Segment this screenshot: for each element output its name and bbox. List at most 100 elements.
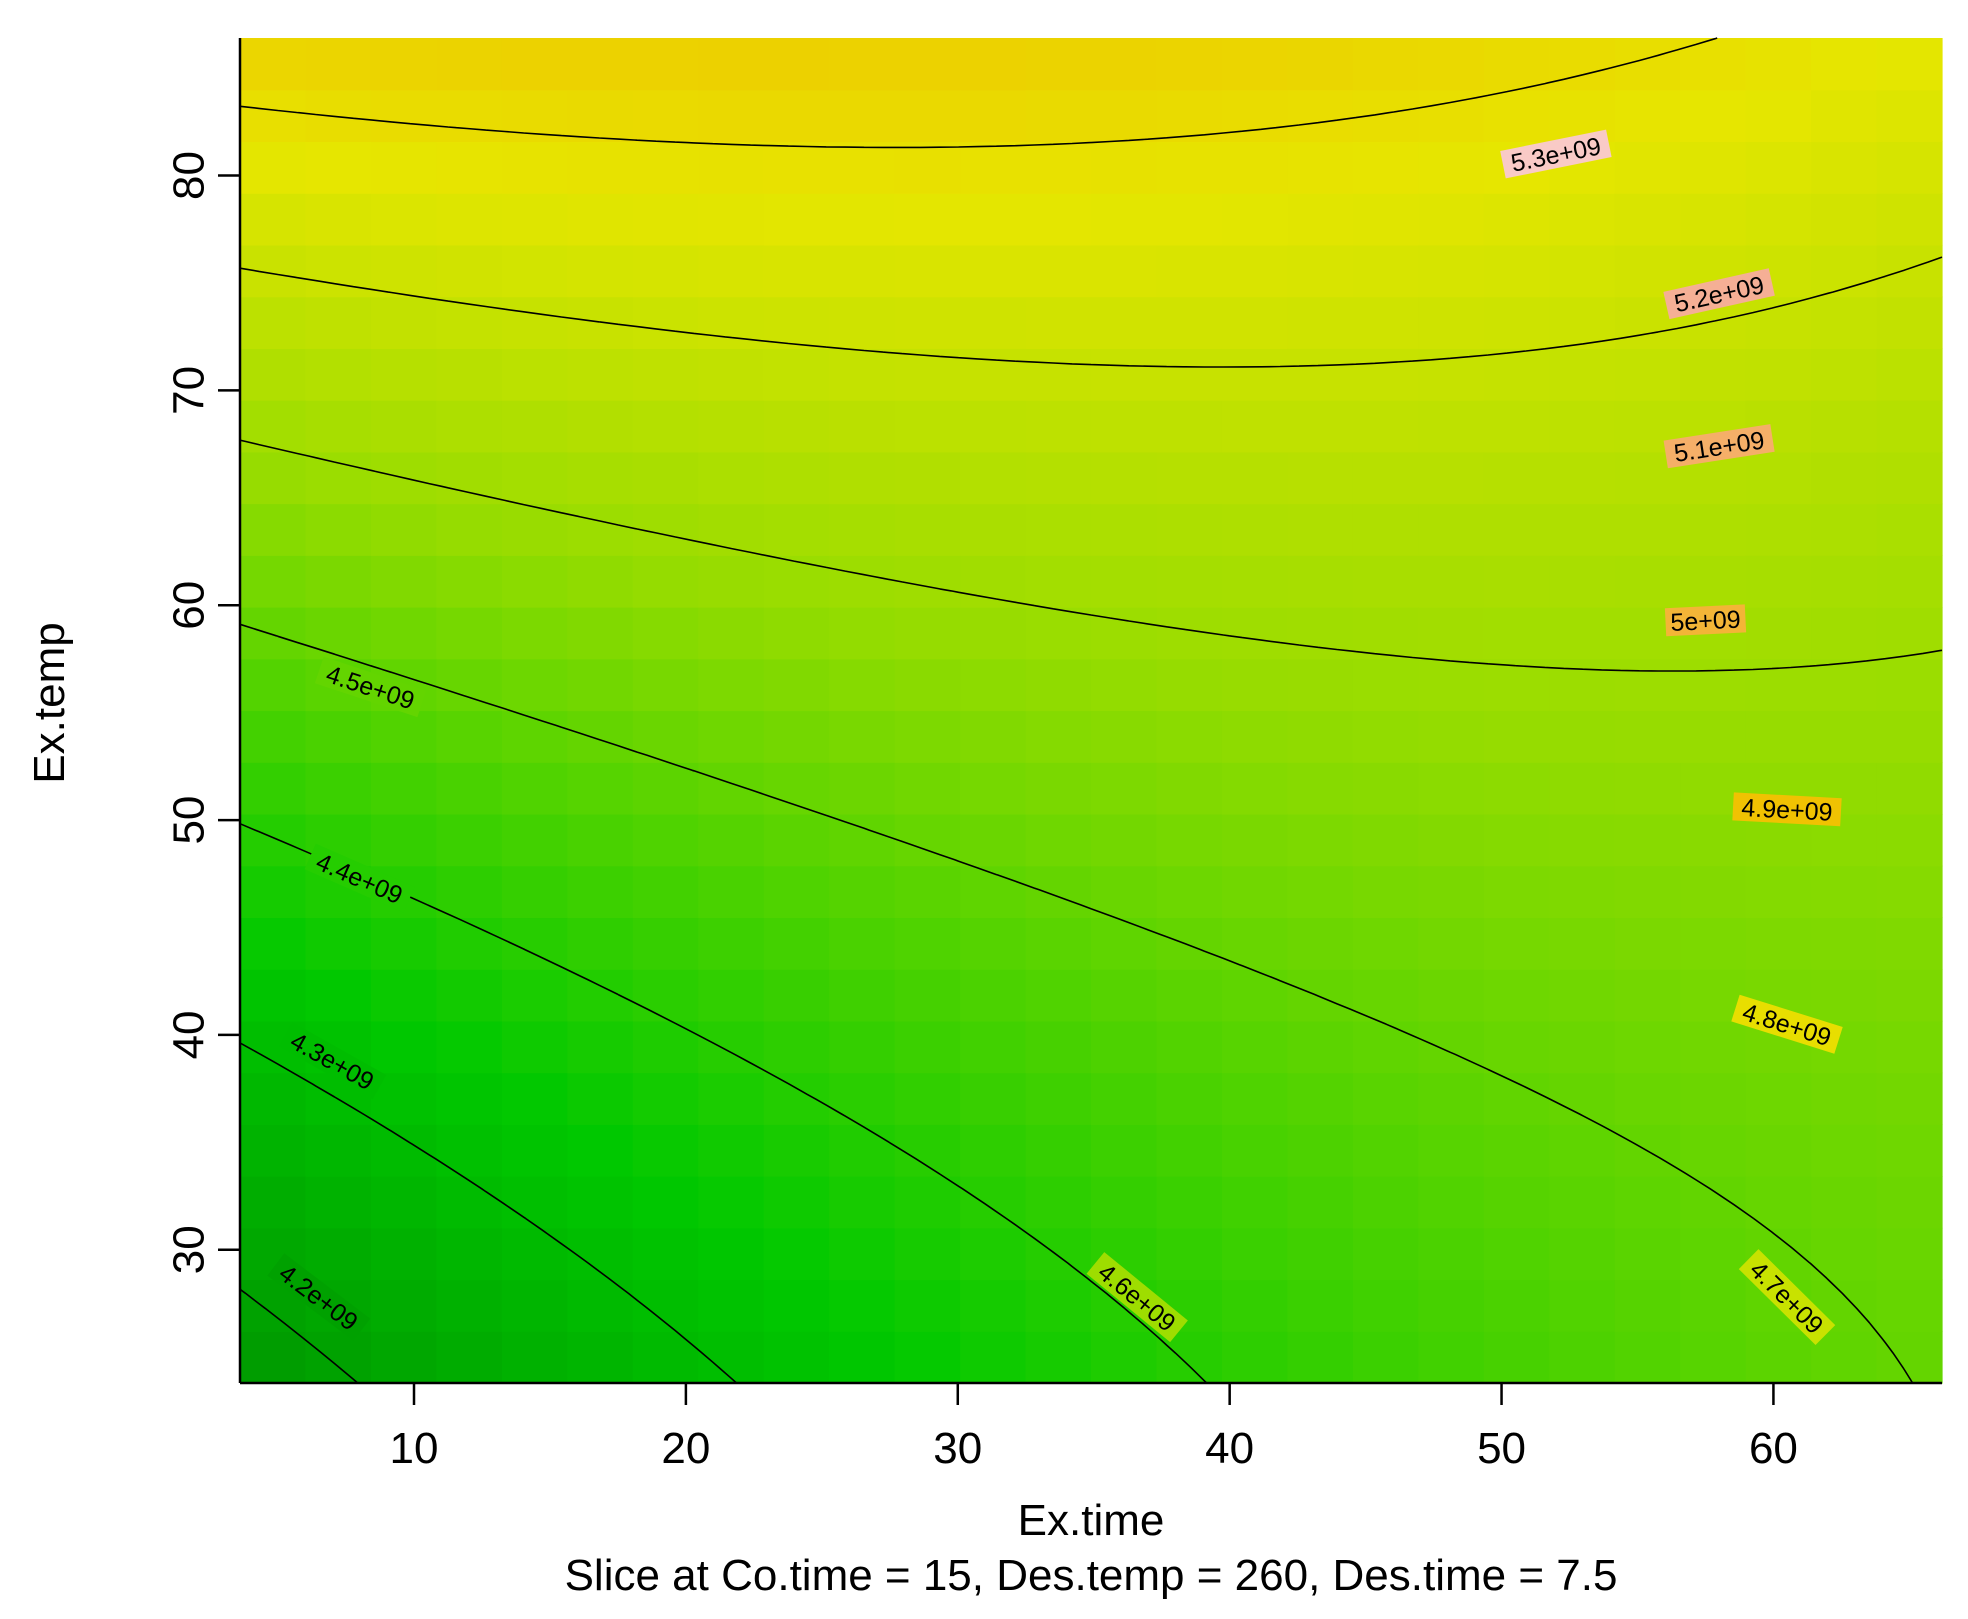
heatmap-cell [436, 813, 503, 867]
heatmap-cell [960, 244, 1027, 298]
heatmap-cell [1352, 451, 1419, 505]
x-tick-label: 60 [1749, 1424, 1798, 1473]
heatmap-cell [1156, 969, 1223, 1022]
heatmap-cell [501, 607, 568, 660]
heatmap-cell [370, 1020, 437, 1074]
heatmap-cell [1025, 1279, 1092, 1332]
heatmap-cell [1352, 1020, 1419, 1074]
heatmap-cell [960, 1020, 1027, 1074]
heatmap-cell [894, 710, 961, 763]
heatmap-cell [240, 1072, 307, 1125]
heatmap-cell [1876, 969, 1943, 1022]
heatmap-cell [1680, 1279, 1747, 1332]
heatmap-cell [567, 917, 634, 970]
heatmap-cell [632, 400, 699, 453]
heatmap-cell [1811, 555, 1878, 608]
heatmap-cell [1614, 555, 1681, 608]
heatmap-cell [1287, 348, 1354, 401]
x-tick-label: 40 [1205, 1424, 1254, 1473]
heatmap-cell [1549, 1176, 1616, 1229]
heatmap-cell [632, 917, 699, 970]
heatmap-cell [501, 193, 568, 246]
heatmap-cell [1221, 555, 1288, 608]
heatmap-cell [1091, 1176, 1158, 1229]
heatmap-cell [1876, 1176, 1943, 1229]
heatmap-cell [567, 865, 634, 919]
heatmap-cell [567, 38, 634, 91]
heatmap-cell [1287, 1020, 1354, 1074]
heatmap-cell [1876, 710, 1943, 763]
heatmap-cell [1025, 503, 1092, 556]
heatmap-cell [1418, 38, 1485, 91]
heatmap-cell [370, 89, 437, 143]
heatmap-cell [698, 607, 765, 660]
contour-label-background [1500, 129, 1612, 179]
y-tick-label: 80 [165, 151, 214, 200]
heatmap-cell [1221, 400, 1288, 453]
heatmap-cell [1745, 193, 1812, 246]
heatmap-cell [1876, 141, 1943, 194]
heatmap-cell [1614, 348, 1681, 401]
y-tick-label: 30 [165, 1225, 214, 1274]
heatmap-cell [763, 969, 830, 1022]
heatmap-cell [1352, 296, 1419, 349]
heatmap-cell [763, 1176, 830, 1229]
heatmap-cell [960, 400, 1027, 453]
heatmap-cell [1091, 762, 1158, 815]
heatmap-cell [1025, 1176, 1092, 1229]
heatmap-cell [1483, 1279, 1550, 1332]
heatmap-cell [1156, 1227, 1223, 1281]
heatmap-cell [240, 1176, 307, 1229]
heatmap-cell [501, 1176, 568, 1229]
contour-label: 5e+09 [1670, 606, 1742, 637]
heatmap-cell [1287, 969, 1354, 1022]
heatmap-cell [1745, 348, 1812, 401]
heatmap-cell [698, 348, 765, 401]
heatmap-cell [1614, 193, 1681, 246]
heatmap-cell [698, 1227, 765, 1281]
heatmap-cell [305, 38, 372, 91]
contour-label-background [314, 656, 427, 718]
heatmap-cell [1680, 555, 1747, 608]
heatmap-cell [1221, 658, 1288, 712]
heatmap-cell [1287, 762, 1354, 815]
heatmap-cell [1091, 607, 1158, 660]
heatmap-cell [436, 1176, 503, 1229]
heatmap-cell [1221, 38, 1288, 91]
heatmap-cell [436, 969, 503, 1022]
heatmap-cell [632, 1331, 699, 1384]
heatmap-cell [1549, 969, 1616, 1022]
heatmap-cell [1745, 503, 1812, 556]
heatmap-cell [829, 451, 896, 505]
heatmap-cell [894, 1227, 961, 1281]
heatmap-cell [1418, 451, 1485, 505]
heatmap-cell [1352, 658, 1419, 712]
contour-line [239, 37, 1718, 149]
heatmap-cell [501, 1331, 568, 1384]
heatmap-cell [1483, 1124, 1550, 1177]
heatmap-cell [698, 710, 765, 763]
heatmap-cell [1156, 141, 1223, 194]
heatmap-cell [1811, 607, 1878, 660]
heatmap-cell [436, 244, 503, 298]
heatmap-cell [567, 1072, 634, 1125]
heatmap-cell [829, 1072, 896, 1125]
heatmap-cell [1811, 917, 1878, 970]
heatmap-cell [1418, 1331, 1485, 1384]
heatmap-cell [1876, 503, 1943, 556]
heatmap-cell [1221, 1124, 1288, 1177]
heatmap-cell [1745, 917, 1812, 970]
heatmap-cell [698, 244, 765, 298]
heatmap-cell [1287, 607, 1354, 660]
heatmap-cell [632, 193, 699, 246]
heatmap-cell [1287, 89, 1354, 143]
contour-line [239, 256, 1943, 368]
heatmap-cell [763, 1072, 830, 1125]
heatmap-cell [1483, 451, 1550, 505]
heatmap-cell [1614, 762, 1681, 815]
heatmap-cell [960, 1124, 1027, 1177]
heatmap-cell [1680, 1331, 1747, 1384]
heatmap-cell [829, 658, 896, 712]
heatmap-cell [1614, 141, 1681, 194]
heatmap-cell [305, 710, 372, 763]
